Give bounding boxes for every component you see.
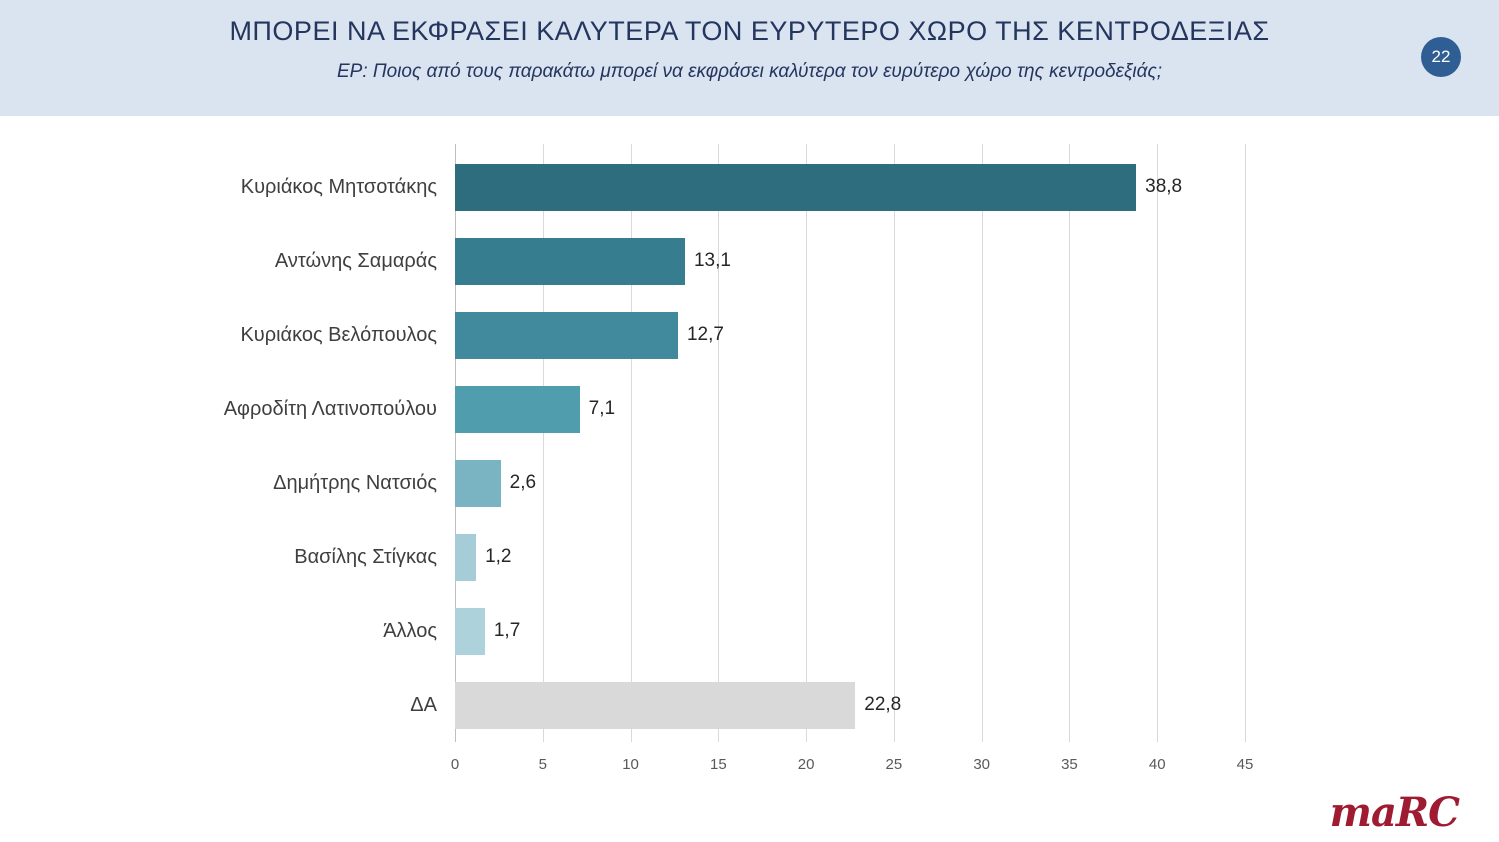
marc-logo: maRC (1329, 789, 1460, 836)
x-tick-label: 40 (1148, 756, 1166, 773)
gridline (1157, 144, 1159, 742)
value-label: 22,8 (864, 694, 902, 715)
bar-track: 22,8 (455, 681, 1245, 729)
gridlines (455, 144, 1246, 742)
bar-track: 1,2 (455, 533, 1245, 581)
x-axis: 0 5 10 15 20 25 30 35 40 45 (451, 742, 1254, 784)
bar (455, 459, 501, 507)
page-title: ΜΠΟΡΕΙ ΝΑ ΕΚΦΡΑΣΕΙ ΚΑΛΥΤΕΡΑ ΤΟΝ ΕΥΡΥΤΕΡΟ… (229, 16, 1270, 46)
bar-track: 13,1 (455, 237, 1245, 285)
bar-row: Κυριάκος Βελόπουλος 12,7 (0, 298, 1499, 372)
gridline (893, 144, 895, 742)
gridline (630, 144, 632, 742)
value-label: 1,7 (493, 620, 521, 641)
bar (455, 163, 1137, 211)
value-label: 38,8 (1145, 176, 1183, 197)
bar-track: 38,8 (455, 163, 1245, 211)
value-label: 1,2 (485, 546, 512, 567)
x-tick-label: 5 (538, 756, 547, 773)
x-tick-label: 45 (1236, 756, 1254, 773)
x-tick-label: 10 (622, 756, 639, 773)
header-band: ΜΠΟΡΕΙ ΝΑ ΕΚΦΡΑΣΕΙ ΚΑΛΥΤΕΡΑ ΤΟΝ ΕΥΡΥΤΕΡΟ… (0, 0, 1499, 116)
gridline (542, 144, 544, 742)
bar-chart: Κυριάκος Μητσοτάκης 38,8 Αντώνης Σαμαράς 13… (0, 144, 1499, 784)
bar (455, 385, 580, 433)
bar-track: 2,6 (455, 459, 1245, 507)
gridline (718, 144, 720, 742)
category-label: Κυριάκος Μητσοτάκης (240, 175, 437, 198)
bar-row: Άλλος 1,7 (0, 594, 1499, 668)
gridline (1069, 144, 1071, 742)
y-axis-line (455, 144, 456, 742)
gridline (1245, 144, 1246, 742)
bar-rows: Κυριάκος Μητσοτάκης 38,8 Αντώνης Σαμαράς 13… (0, 150, 1499, 742)
bar-row: ΔΑ 22,8 (0, 668, 1499, 742)
bar (455, 237, 685, 285)
category-label: Κυριάκος Βελόπουλος (240, 323, 437, 346)
bar-track: 7,1 (455, 385, 1245, 433)
bar-row: Κυριάκος Μητσοτάκης 38,8 (0, 150, 1499, 224)
gridline (981, 144, 983, 742)
x-tick-label: 30 (973, 756, 990, 773)
value-label: 12,7 (686, 324, 724, 345)
bar (455, 533, 477, 581)
x-tick-label: 0 (450, 756, 460, 773)
x-tick-label: 35 (1061, 756, 1078, 773)
bar-row: Δημήτρης Νατσιός 2,6 (0, 446, 1499, 520)
bar-track: 12,7 (455, 311, 1245, 359)
category-label: Άλλος (383, 619, 437, 642)
value-label: 13,1 (693, 250, 731, 271)
bar (455, 681, 856, 729)
category-label: ΔΑ (410, 693, 437, 716)
value-label: 7,1 (588, 398, 616, 419)
category-label: Αντώνης Σαμαράς (274, 249, 437, 272)
page-subtitle: ΕΡ: Ποιος από τους παρακάτω μπορεί να εκ… (336, 61, 1163, 82)
category-label: Βασίλης Στίγκας (294, 545, 437, 568)
bar (455, 607, 485, 655)
x-tick-label: 25 (885, 756, 903, 773)
category-label: Δημήτρης Νατσιός (273, 471, 437, 494)
page-number-badge: 22 (1421, 37, 1461, 77)
category-label: Αφροδίτη Λατινοπούλου (223, 397, 437, 420)
x-tick-label: 20 (797, 756, 815, 773)
bar-row: Αφροδίτη Λατινοπούλου 7,1 (0, 372, 1499, 446)
bar-row: Βασίλης Στίγκας 1,2 (0, 520, 1499, 594)
bar (455, 311, 678, 359)
bar-row: Αντώνης Σαμαράς 13,1 (0, 224, 1499, 298)
plot-area: Κυριάκος Μητσοτάκης 38,8 Αντώνης Σαμαράς 13… (0, 144, 1499, 742)
bar-track: 1,7 (455, 607, 1245, 655)
value-label: 2,6 (509, 472, 537, 493)
gridline (806, 144, 808, 742)
x-tick-label: 15 (709, 756, 727, 773)
